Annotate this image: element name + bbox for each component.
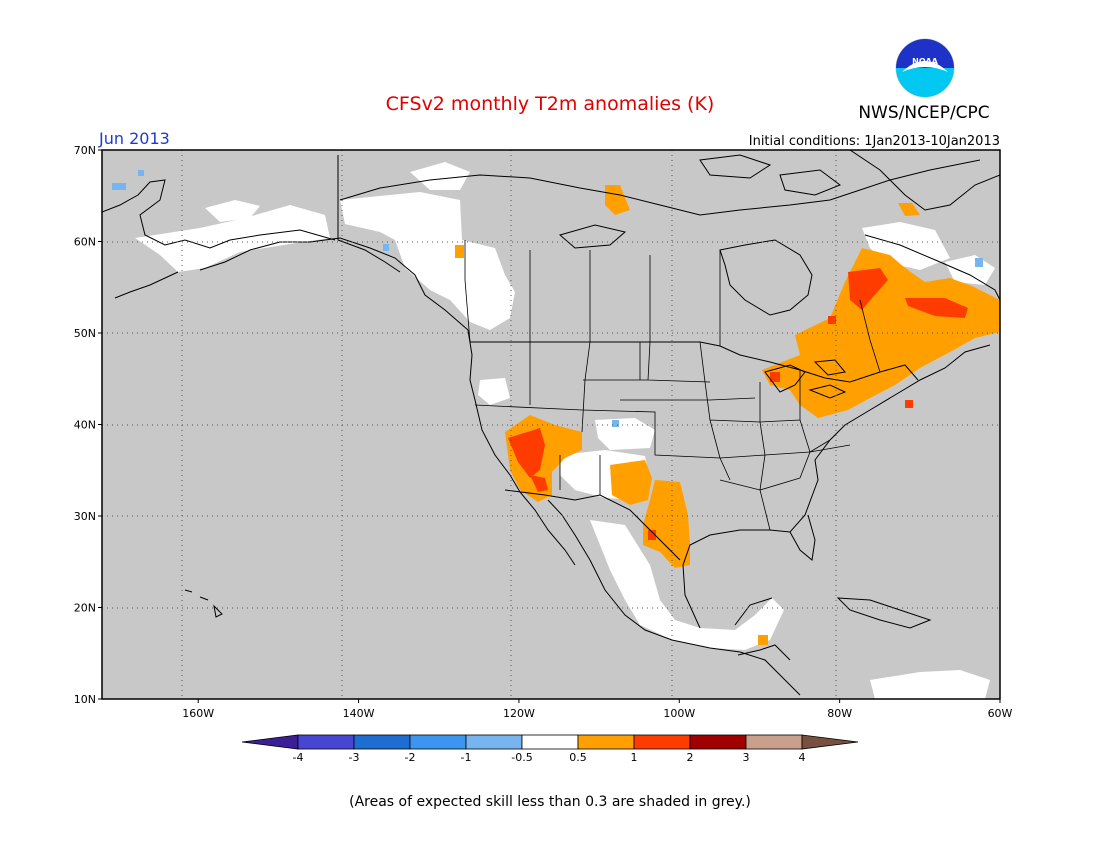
cold-spot-labrador xyxy=(975,258,983,267)
coastline-greenland xyxy=(849,150,1000,211)
strong-warm-area-southwest xyxy=(508,428,545,478)
coastlines-and-borders xyxy=(102,150,1000,696)
cold-spot-western-alaska xyxy=(112,183,126,190)
white-area-caribbean xyxy=(870,670,990,699)
lat-label-70n: 70N xyxy=(74,144,96,157)
legend-bin-3 xyxy=(409,734,467,750)
coastline-arctic xyxy=(339,159,981,216)
map-content xyxy=(102,150,1000,699)
warm-area-yukon xyxy=(605,185,630,215)
legend-label: 1 xyxy=(631,751,638,764)
strong-warm-area-maine xyxy=(905,400,913,408)
coastline-mexico-west xyxy=(589,559,801,696)
lat-label-40n: 40N xyxy=(74,419,96,432)
strong-warm-area-mexico xyxy=(648,530,656,540)
coastline-alaska xyxy=(102,179,336,249)
legend-bin-arrow-low xyxy=(241,734,299,750)
white-area-alaska-south xyxy=(135,205,330,272)
legend-bin-1 xyxy=(297,734,355,750)
legend-label: 2 xyxy=(687,751,694,764)
white-area-yukon-bc xyxy=(340,192,515,330)
map-frame: 70N 60N 50N 40N 30N 20N 10N 160W 140W 120W 100W 80… xyxy=(74,144,1013,720)
lat-label-60n: 60N xyxy=(74,236,96,249)
lat-label-10n: 10N xyxy=(74,693,96,706)
coastline-hawaii xyxy=(184,589,223,618)
border-central-america xyxy=(737,644,791,661)
legend-label: -1 xyxy=(461,751,472,764)
strong-warm-area-great-lakes xyxy=(770,372,780,382)
legend-bin-5 xyxy=(521,734,579,750)
legend-label: -4 xyxy=(293,751,304,764)
coastline-alaska-peninsula xyxy=(114,271,179,299)
warm-area-new-mexico xyxy=(610,460,652,505)
great-lakes xyxy=(764,359,847,399)
legend-bin-6 xyxy=(577,734,635,750)
coastline-labrador xyxy=(864,234,1000,301)
white-area-mexico xyxy=(590,520,784,650)
forecast-period: Jun 2013 xyxy=(98,129,170,148)
lon-label-60w: 60W xyxy=(988,707,1013,720)
legend-bin-9 xyxy=(745,734,803,750)
white-area-colorado xyxy=(595,418,655,450)
coastline-west-us xyxy=(467,329,521,493)
border-us-canada xyxy=(470,341,919,383)
coastline-gulf xyxy=(682,344,991,629)
noaa-logo-text: NOAA xyxy=(912,57,938,66)
lon-label-120w: 120W xyxy=(503,707,535,720)
cold-spot-alaska-panhandle xyxy=(383,244,389,251)
legend-label: -3 xyxy=(349,751,360,764)
coastline-hudson-bay xyxy=(719,239,813,316)
warm-anomaly-1-to-2 xyxy=(508,268,968,540)
chart-title: CFSv2 monthly T2m anomalies (K) xyxy=(386,93,715,115)
white-area-arctic-islands xyxy=(410,162,470,190)
strong-warm-area-labrador xyxy=(905,298,968,318)
lon-label-80w: 80W xyxy=(827,707,852,720)
strong-warm-area-california xyxy=(530,475,548,492)
coastline-florida xyxy=(789,514,816,561)
legend-bin-2 xyxy=(353,734,411,750)
lon-label-160w: 160W xyxy=(182,707,214,720)
legend-label: 4 xyxy=(799,751,806,764)
agency-label: NWS/NCEP/CPC xyxy=(858,103,989,123)
coastline-cuba xyxy=(836,597,932,629)
coastline-alaska-south xyxy=(199,237,469,331)
border-alaska-canada xyxy=(337,155,401,273)
latitude-axis: 70N 60N 50N 40N 30N 20N 10N xyxy=(74,144,102,706)
legend-bin-8 xyxy=(689,734,747,750)
warm-area-texas-mexico xyxy=(643,480,690,568)
warm-area-central-america xyxy=(758,635,768,645)
skill-footnote: (Areas of expected skill less than 0.3 a… xyxy=(349,794,751,810)
strong-warm-area-ontario xyxy=(828,316,836,324)
canada-province-borders xyxy=(464,240,881,373)
strong-warm-area-quebec xyxy=(848,268,888,310)
cold-anomaly-areas xyxy=(112,170,983,427)
legend-bin-4 xyxy=(465,734,523,750)
state-borders xyxy=(474,341,851,531)
initial-conditions: Initial conditions: 1Jan2013-10Jan2013 xyxy=(749,134,1000,149)
white-area-alaska-north xyxy=(205,200,260,222)
coastline-arctic-islands xyxy=(558,154,842,249)
white-area-nevada xyxy=(478,378,510,405)
warm-area-bc xyxy=(455,245,464,258)
legend-bin-arrow-high xyxy=(801,734,859,750)
noaa-logo: NOAA xyxy=(895,38,955,98)
lat-label-50n: 50N xyxy=(74,327,96,340)
longitude-axis: 160W 140W 120W 100W 80W 60W xyxy=(182,699,1013,720)
legend-label: -0.5 xyxy=(511,751,532,764)
legend-label: -2 xyxy=(405,751,416,764)
legend-label: 0.5 xyxy=(569,751,587,764)
cold-spot-alaska-coast xyxy=(138,170,144,176)
lon-label-140w: 140W xyxy=(343,707,375,720)
lat-label-30n: 30N xyxy=(74,510,96,523)
cold-spot-colorado xyxy=(612,420,619,427)
legend-bin-7 xyxy=(633,734,691,750)
warm-area-northeast-canada xyxy=(762,248,1000,418)
warm-area-greenland-south xyxy=(898,203,920,216)
coastline-baja xyxy=(519,491,591,566)
legend-label: 3 xyxy=(743,751,750,764)
lon-label-100w: 100W xyxy=(663,707,695,720)
lat-label-20n: 20N xyxy=(74,602,96,615)
color-legend: -4 -3 -2 -1 -0.5 0.5 1 2 3 4 xyxy=(241,734,859,764)
